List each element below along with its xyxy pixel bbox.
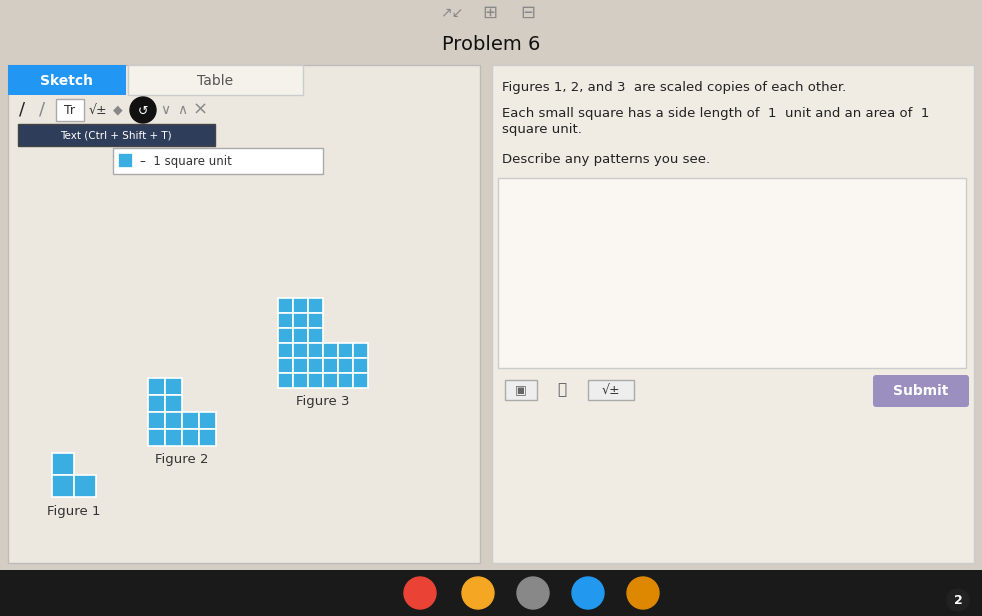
- Text: –  1 square unit: – 1 square unit: [140, 155, 232, 168]
- Bar: [308, 358, 323, 373]
- Bar: [338, 358, 353, 373]
- Text: Problem 6: Problem 6: [442, 36, 540, 54]
- Bar: [308, 298, 323, 313]
- Circle shape: [404, 577, 436, 609]
- Bar: [52, 475, 74, 497]
- Bar: [148, 412, 165, 429]
- Bar: [148, 429, 165, 446]
- Text: ↗↙: ↗↙: [440, 6, 464, 20]
- Bar: [338, 373, 353, 388]
- Bar: [338, 343, 353, 358]
- Bar: [293, 313, 308, 328]
- Bar: [353, 343, 368, 358]
- Text: Figure 3: Figure 3: [297, 395, 350, 408]
- Bar: [278, 358, 293, 373]
- Bar: [308, 313, 323, 328]
- Bar: [165, 429, 182, 446]
- Bar: [0, 570, 982, 616]
- Bar: [353, 373, 368, 388]
- Text: ▣: ▣: [516, 384, 527, 397]
- Text: √±: √±: [88, 103, 107, 116]
- Bar: [353, 358, 368, 373]
- Text: /: /: [19, 101, 26, 119]
- Text: Figure 2: Figure 2: [155, 453, 209, 466]
- Bar: [588, 380, 634, 400]
- Bar: [323, 343, 338, 358]
- Bar: [293, 343, 308, 358]
- Text: ∧: ∧: [177, 103, 187, 117]
- Bar: [505, 380, 537, 400]
- Text: ×: ×: [192, 101, 207, 119]
- Bar: [278, 373, 293, 388]
- Bar: [293, 373, 308, 388]
- Circle shape: [627, 577, 659, 609]
- Circle shape: [130, 97, 156, 123]
- Bar: [278, 328, 293, 343]
- Bar: [148, 395, 165, 412]
- Bar: [308, 328, 323, 343]
- Circle shape: [517, 577, 549, 609]
- Circle shape: [947, 589, 969, 611]
- Bar: [113, 148, 323, 174]
- Bar: [56, 99, 84, 121]
- Text: ◆: ◆: [113, 103, 123, 116]
- Bar: [278, 298, 293, 313]
- Bar: [52, 453, 74, 475]
- Bar: [128, 65, 303, 95]
- Text: Figure 1: Figure 1: [47, 505, 101, 517]
- Text: /: /: [39, 101, 45, 119]
- Bar: [293, 328, 308, 343]
- Text: ⊟: ⊟: [520, 4, 535, 22]
- Bar: [18, 124, 215, 146]
- FancyBboxPatch shape: [873, 375, 969, 407]
- Text: square unit.: square unit.: [502, 123, 582, 137]
- Bar: [8, 65, 480, 563]
- Text: Tr: Tr: [65, 103, 76, 116]
- Text: ⊞: ⊞: [482, 4, 498, 22]
- Bar: [8, 65, 126, 95]
- Text: 🎤: 🎤: [558, 383, 567, 397]
- Text: Table: Table: [197, 74, 233, 88]
- Text: ∨: ∨: [160, 103, 170, 117]
- Bar: [182, 429, 199, 446]
- Text: Describe any patterns you see.: Describe any patterns you see.: [502, 153, 710, 166]
- Bar: [74, 475, 96, 497]
- Circle shape: [572, 577, 604, 609]
- Bar: [278, 313, 293, 328]
- Text: ↺: ↺: [137, 105, 148, 118]
- Bar: [165, 378, 182, 395]
- Text: Submit: Submit: [894, 384, 949, 398]
- Bar: [199, 412, 216, 429]
- Bar: [498, 178, 966, 368]
- Text: √±: √±: [602, 384, 621, 397]
- Bar: [492, 65, 974, 563]
- Circle shape: [462, 577, 494, 609]
- Text: 2: 2: [954, 593, 962, 607]
- Bar: [148, 378, 165, 395]
- Text: Sketch: Sketch: [40, 74, 93, 88]
- Bar: [165, 395, 182, 412]
- Text: Text (Ctrl + Shift + T): Text (Ctrl + Shift + T): [60, 130, 172, 140]
- Bar: [323, 373, 338, 388]
- Bar: [323, 358, 338, 373]
- Bar: [118, 153, 132, 167]
- Bar: [278, 343, 293, 358]
- Bar: [165, 412, 182, 429]
- Bar: [199, 429, 216, 446]
- Bar: [182, 412, 199, 429]
- Bar: [293, 298, 308, 313]
- Text: Figures 1, 2, and 3  are scaled copies of each other.: Figures 1, 2, and 3 are scaled copies of…: [502, 81, 846, 94]
- Bar: [308, 343, 323, 358]
- Bar: [308, 373, 323, 388]
- Text: Each small square has a side length of  1  unit and an area of  1: Each small square has a side length of 1…: [502, 107, 929, 120]
- Bar: [293, 358, 308, 373]
